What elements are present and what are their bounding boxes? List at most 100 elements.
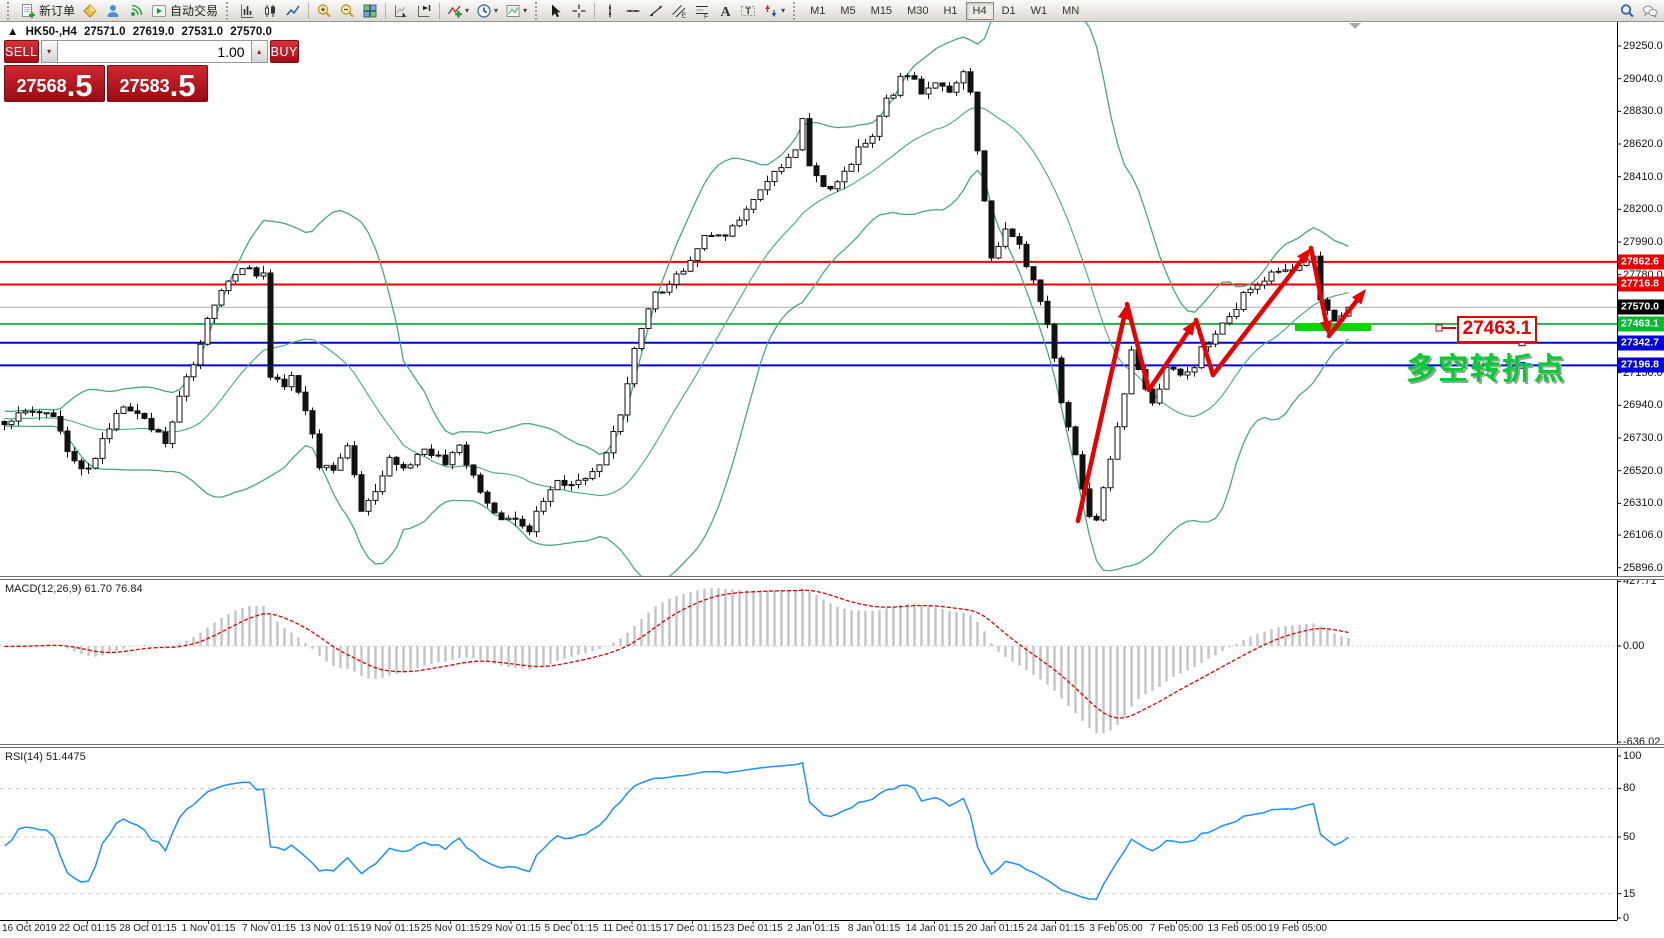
toolbar-grip[interactable] [226, 1, 231, 20]
timeframe-h4-button[interactable]: H4 [965, 1, 994, 20]
toolbar-separator [439, 2, 441, 19]
trend-arrow-segment[interactable] [1210, 252, 1308, 378]
support-highlight-bar[interactable] [1295, 323, 1371, 331]
timeframe-h1-button[interactable]: H1 [936, 2, 964, 20]
new-order-icon [22, 3, 35, 18]
tile-windows-icon [363, 4, 377, 17]
timeframe-m30-button[interactable]: M30 [900, 2, 935, 20]
bar-chart-button[interactable] [236, 1, 258, 21]
auto-trading-button[interactable]: 自动交易 [148, 1, 221, 21]
vertical-line-button[interactable] [599, 1, 621, 21]
rsi-pane [0, 761, 1617, 901]
timeframe-m15-button[interactable]: M15 [864, 2, 899, 20]
toolbar: 新订单 自动交易 ▾ ▾ ▾ E F A T ▾ M1 M5 M15 M30 H1 H4 D1 W1 MN [0, 0, 1664, 22]
arrows-icon [765, 4, 777, 17]
volume-input[interactable] [57, 40, 251, 63]
hline-handle[interactable] [1518, 361, 1526, 369]
toolbar-grip[interactable] [793, 1, 798, 20]
zoom-in-button[interactable] [313, 1, 335, 21]
vertical-line-icon [609, 4, 612, 17]
equidistant-channel-button[interactable]: E [668, 1, 690, 21]
one-click-trading-panel: SELL ▾ ▴ BUY 27568 .5 27583 .5 [4, 40, 299, 102]
toolbar-grip[interactable] [7, 1, 12, 20]
buy-button[interactable]: BUY [269, 40, 299, 63]
volume-control: ▾ ▴ [40, 40, 268, 63]
callout-anchor-handle[interactable] [1435, 324, 1443, 332]
trendline-button[interactable] [645, 1, 667, 21]
arrows-button[interactable]: ▾ [760, 1, 788, 21]
timeframe-m1-button-label: M1 [810, 4, 826, 17]
buy-price-main: 27583 [119, 76, 170, 96]
chat-icon [1643, 5, 1658, 18]
line-chart-icon [286, 5, 300, 15]
bar-chart-icon [241, 4, 254, 18]
tile-windows-button[interactable] [359, 1, 381, 21]
svg-text:F: F [704, 13, 708, 19]
candlestick-chart-button[interactable] [259, 1, 281, 21]
timeframe-m30-button-label: M30 [907, 4, 929, 17]
chart-shift-button[interactable] [413, 1, 435, 21]
toolbar-separator [308, 2, 310, 19]
trend-arrow-segment[interactable] [1075, 310, 1128, 524]
trend-arrow-segment[interactable] [1146, 325, 1194, 393]
toolbar-separator [594, 2, 596, 19]
trend-arrow-segment[interactable] [1193, 317, 1216, 378]
timeframe-w1-button[interactable]: W1 [1024, 2, 1055, 20]
macd-pane [0, 588, 1617, 734]
crosshair-icon [572, 4, 586, 17]
rsi-line [4, 761, 1349, 901]
toolbar-separator [385, 2, 387, 19]
zoom-out-button[interactable] [336, 1, 358, 21]
periods-clock-icon [477, 3, 491, 18]
timeframe-h1-button-label: H1 [943, 4, 958, 17]
trendline-icon [649, 5, 663, 16]
chevron-down-icon: ▾ [523, 6, 528, 15]
chart-shift-marker-icon[interactable] [1349, 23, 1361, 29]
signals-button[interactable] [125, 1, 147, 21]
sell-button[interactable]: SELL [4, 40, 39, 63]
trend-arrow-segment[interactable] [1124, 301, 1152, 393]
text-icon: A [721, 5, 732, 19]
candles [1, 68, 1352, 538]
line-chart-button[interactable] [282, 1, 304, 21]
cursor-icon [552, 4, 561, 17]
sell-price[interactable]: 27568 .5 [4, 65, 105, 102]
chart-styles-button[interactable] [79, 1, 101, 21]
crosshair-button[interactable] [568, 1, 590, 21]
community-button[interactable] [102, 1, 124, 21]
main-price-pane [0, 22, 1617, 576]
periods-button[interactable]: ▾ [473, 1, 501, 21]
bollinger-lower-band [4, 169, 1349, 576]
toolbar-grip[interactable] [535, 1, 540, 20]
text-button[interactable]: A [714, 1, 736, 21]
buy-price[interactable]: 27583 .5 [107, 65, 208, 102]
sell-price-main: 27568 [16, 76, 67, 96]
search-button[interactable] [1616, 1, 1638, 21]
cursor-button[interactable] [545, 1, 567, 21]
svg-text:T: T [746, 6, 752, 16]
chat-button[interactable] [1639, 1, 1661, 21]
trend-arrow-segment[interactable] [1308, 245, 1330, 330]
volume-increase-button[interactable]: ▴ [250, 40, 268, 63]
fibonacci-button[interactable]: F [691, 1, 713, 21]
timeframe-m1-button[interactable]: M1 [803, 2, 832, 20]
timeframe-d1-button[interactable]: D1 [995, 2, 1023, 20]
buy-price-frac: .5 [169, 67, 196, 103]
chevron-down-icon: ▾ [465, 6, 470, 15]
hline-handle[interactable] [1518, 339, 1526, 347]
label-button[interactable]: T [737, 1, 759, 21]
templates-button[interactable]: ▾ [502, 1, 530, 21]
auto-scroll-button[interactable] [390, 1, 412, 21]
timeframe-mn-button[interactable]: MN [1055, 2, 1086, 20]
timeframe-m5-button[interactable]: M5 [833, 2, 862, 20]
volume-decrease-button[interactable]: ▾ [40, 40, 58, 63]
new-order-button[interactable]: 新订单 [17, 1, 78, 21]
annotations-layer[interactable] [1075, 245, 1526, 524]
trend-arrow-segment[interactable] [1326, 293, 1363, 339]
equidistant-channel-icon: E [672, 4, 687, 19]
bollinger-middle-band [4, 106, 1349, 497]
horizontal-line-button[interactable] [622, 1, 644, 21]
indicators-button[interactable]: ▾ [444, 1, 472, 21]
signals-icon [131, 4, 143, 16]
